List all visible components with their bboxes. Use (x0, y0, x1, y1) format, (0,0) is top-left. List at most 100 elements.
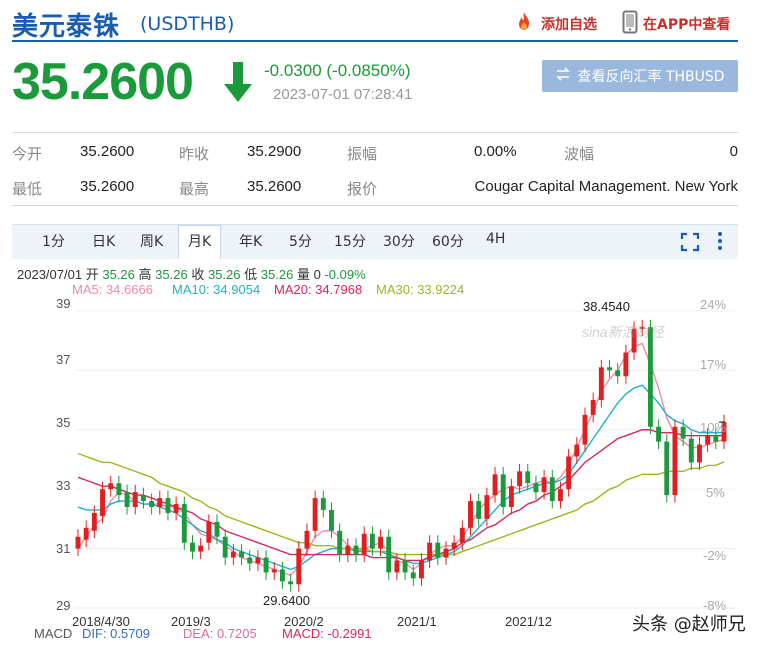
period-tabs: 1分 日K 周K 月K 年K 5分 15分 30分 60分 4H (12, 224, 738, 259)
candle-body (656, 426, 662, 442)
candle-body (664, 441, 670, 496)
more-menu-icon[interactable] (716, 230, 724, 256)
ohlc-open-label: 开 (85, 267, 99, 282)
open-label: 今开 (12, 145, 43, 163)
low-annotation: 29.6400 (263, 593, 310, 608)
candle-body (492, 474, 498, 496)
candle-body (239, 551, 244, 558)
candle-body (345, 545, 351, 555)
tab-1min[interactable]: 1分 (42, 234, 65, 250)
pct-tick-10: 10% (700, 420, 727, 435)
candle-body (476, 501, 482, 519)
candle-body (582, 414, 588, 445)
tab-4h[interactable]: 4H (486, 231, 506, 247)
tab-monthly[interactable]: 月K (178, 225, 222, 259)
candle-body (468, 501, 473, 528)
candle-body (304, 530, 310, 549)
tab-yearly[interactable]: 年K (239, 234, 263, 250)
candle-body (549, 477, 555, 502)
y-tick-29: 29 (56, 598, 71, 613)
candle-body (517, 471, 523, 487)
candle-body (451, 542, 457, 549)
quote-timestamp: 2023-07-01 07:28:41 (273, 86, 413, 103)
ohlc-low-label: 低 (244, 267, 258, 282)
ohlc-high: 35.26 (155, 267, 188, 282)
ma5-line (77, 342, 725, 577)
candle-body (680, 426, 686, 439)
tab-weekly[interactable]: 周K (140, 234, 164, 250)
ohlc-readout: 2023/07/01 开 35.26 高 35.26 收 35.26 低 35.… (17, 264, 366, 283)
candle-body (353, 545, 359, 555)
candle-body (721, 422, 727, 442)
ma20-line (77, 429, 724, 562)
prev-close-label: 昨收 (179, 145, 210, 163)
candle-body (100, 489, 105, 516)
candle-body (255, 557, 261, 564)
quote-source-value: Cougar Capital Management. New York (474, 178, 738, 195)
candle-body (288, 581, 294, 585)
candle-body (157, 498, 163, 508)
candle-body (108, 483, 114, 490)
ohlc-vol: 0 (313, 267, 321, 282)
candle-body (394, 560, 400, 573)
symbol-code: (USDTHB) (140, 13, 235, 35)
x-tick-2020-2: 2020/2 (284, 614, 324, 629)
candle-body (124, 492, 130, 508)
candle-body (132, 492, 138, 508)
high-label: 最高 (179, 180, 210, 198)
sina-logo: sina新浪财经 (582, 324, 664, 340)
macd-dif: DIF: 0.5709 (82, 626, 150, 641)
candle-body (558, 489, 563, 502)
reverse-rate-button[interactable]: 查看反向汇率 THBUSD (542, 60, 738, 92)
y-tick-37: 37 (56, 352, 71, 367)
candle-body (312, 498, 318, 531)
y-tick-31: 31 (56, 541, 71, 556)
candle-body (484, 495, 490, 519)
candle-body (222, 536, 228, 558)
candle-body (647, 327, 653, 427)
ohlc-low: 35.26 (260, 267, 294, 282)
candle-body (500, 474, 506, 508)
candle-body (329, 509, 334, 531)
candle-body (337, 530, 343, 555)
fire-icon (512, 10, 536, 38)
fullscreen-icon[interactable] (680, 232, 700, 256)
candle-body (140, 495, 146, 502)
add-favorite-button[interactable]: 添加自选 (512, 10, 597, 38)
ohlc-pct: -0.09% (324, 267, 366, 282)
pct-tick-24: 24% (700, 297, 727, 312)
ohlc-open: 35.26 (102, 267, 135, 282)
tab-daily[interactable]: 日K (92, 234, 116, 250)
view-in-app-button[interactable]: 在APP中查看 (622, 10, 730, 38)
candle-body (459, 527, 465, 543)
candle-body (149, 501, 155, 508)
reverse-rate-label: 查看反向汇率 THBUSD (577, 69, 725, 85)
pct-tick-neg8: -8% (703, 598, 727, 613)
x-tick-2021-1: 2021/1 (397, 614, 437, 629)
tab-5min[interactable]: 5分 (289, 234, 312, 250)
tab-15min[interactable]: 15分 (334, 234, 366, 250)
pct-tick-17: 17% (700, 357, 727, 372)
x-tick-2021-12: 2021/12 (505, 614, 552, 629)
page-title: 美元泰铢 (12, 12, 121, 42)
high-value: 35.2600 (247, 178, 302, 195)
candle-body (623, 352, 629, 377)
candlestick-chart[interactable] (0, 296, 765, 626)
open-value: 35.2600 (80, 143, 135, 160)
quote-source-label: 报价 (347, 180, 378, 198)
candle-body (247, 557, 253, 564)
phone-icon (622, 10, 638, 38)
wave-value: 0 (729, 143, 738, 160)
candle-body (590, 400, 596, 415)
tab-30min[interactable]: 30分 (383, 234, 415, 250)
candle-body (615, 370, 621, 377)
y-tick-33: 33 (56, 478, 71, 493)
candle-body (574, 444, 580, 457)
tab-60min[interactable]: 60分 (432, 234, 464, 250)
ohlc-close-label: 收 (191, 267, 205, 282)
ohlc-date: 2023/07/01 (17, 267, 83, 282)
amplitude-label: 振幅 (347, 145, 378, 163)
candle-body (173, 504, 179, 513)
candle-body (75, 536, 81, 549)
ma30-legend: MA30: 33.9224 (376, 282, 465, 297)
